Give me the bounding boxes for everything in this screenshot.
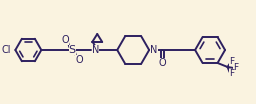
Text: N: N: [92, 45, 99, 55]
Text: Cl: Cl: [2, 45, 11, 55]
Text: S: S: [69, 45, 76, 55]
Text: O: O: [158, 58, 166, 68]
Text: F: F: [229, 69, 234, 78]
Text: F: F: [229, 58, 234, 66]
Text: F: F: [233, 63, 238, 72]
Text: N: N: [150, 45, 157, 55]
Text: O: O: [61, 35, 69, 45]
Text: O: O: [76, 55, 83, 65]
